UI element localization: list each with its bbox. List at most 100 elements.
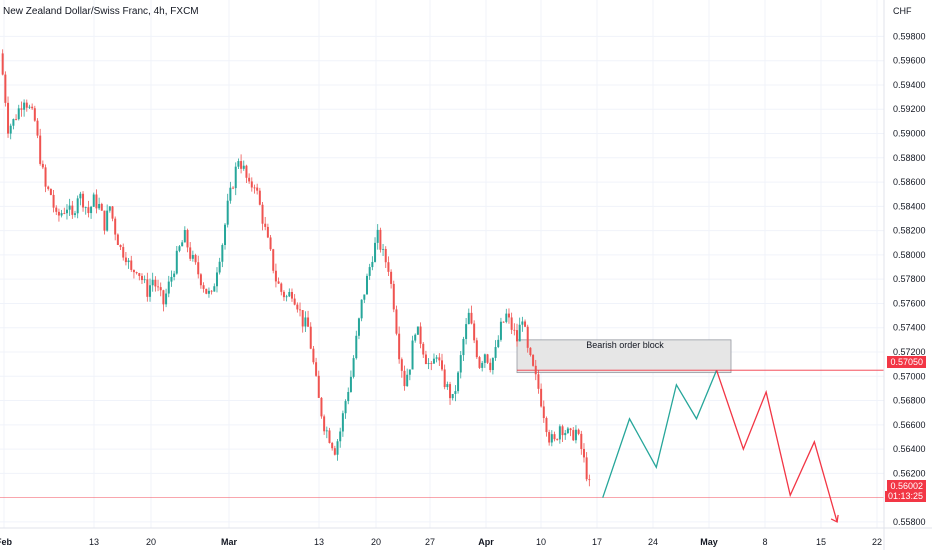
x-tick-label: 24 (648, 537, 658, 547)
candle-body (151, 279, 154, 286)
candle-body (245, 165, 248, 178)
x-tick-label: 17 (592, 537, 602, 547)
candle-body (408, 369, 411, 375)
candle-body (218, 261, 221, 273)
candle-body (194, 255, 197, 263)
candle-body (41, 163, 44, 168)
time-axis[interactable]: Feb 13 20 Mar 13 20 27 Apr 10 17 24 May 8 15 22 (0, 527, 932, 547)
candle-body (521, 321, 524, 325)
candle-body (561, 426, 564, 436)
y-tick-label: 0.55800 (893, 517, 926, 527)
candle-body (540, 388, 543, 407)
candle-body (178, 246, 181, 251)
candle-body (553, 434, 556, 440)
candle-body (502, 321, 505, 323)
candle-body (103, 210, 106, 231)
candle-body (274, 270, 277, 282)
candle-body (363, 294, 366, 300)
order-block-rect (516, 339, 732, 374)
candle-body (207, 290, 210, 294)
candle-body (395, 309, 398, 334)
candle-body (232, 187, 235, 189)
x-tick-label: 13 (89, 537, 99, 547)
candle-body (116, 234, 119, 246)
candle-body (111, 206, 114, 219)
candle-body (344, 401, 347, 414)
y-tick-label: 0.57800 (893, 274, 926, 284)
projection-up-leg (602, 369, 718, 498)
y-tick-label: 0.56200 (893, 468, 926, 478)
candle-body (368, 267, 371, 276)
candle-body (371, 261, 374, 268)
candle-body (349, 376, 352, 392)
candle-body (269, 237, 272, 250)
candle-body (548, 432, 551, 443)
candle-body (4, 74, 7, 103)
candle-body (505, 313, 508, 322)
candle-body (462, 338, 465, 356)
order-block-label: Bearish order block (586, 340, 664, 350)
x-tick-label: 10 (536, 537, 546, 547)
candle-body (60, 213, 63, 216)
candle-body (299, 309, 302, 311)
candle-body (44, 167, 47, 187)
candle-body (414, 334, 417, 341)
candle-body (312, 348, 315, 363)
candle-body (424, 354, 427, 365)
x-tick-label: Mar (221, 537, 238, 547)
candle-body (71, 205, 74, 215)
candle-body (537, 374, 540, 389)
candle-body (234, 166, 237, 189)
candle-body (438, 357, 441, 361)
candle-body (157, 286, 160, 288)
candle-body (108, 206, 111, 211)
candle-body (258, 190, 261, 205)
candle-body (256, 187, 259, 191)
candle-body (564, 432, 567, 436)
candle-body (31, 106, 34, 109)
x-tick-label: 27 (425, 537, 435, 547)
candle-body (165, 293, 168, 305)
y-tick-label: 0.58600 (893, 177, 926, 187)
candle-body (510, 317, 513, 330)
candle-body (242, 165, 245, 169)
candle-body (28, 106, 31, 108)
candle-body (400, 359, 403, 371)
candle-body (197, 262, 200, 275)
candle-body (25, 102, 28, 108)
y-tick-label: 0.57200 (893, 347, 926, 357)
candle-body (173, 273, 176, 277)
candle-body (585, 457, 588, 480)
candle-body (15, 119, 18, 120)
candle-body (285, 296, 288, 298)
candle-body (250, 181, 253, 188)
candle-body (280, 283, 283, 292)
candle-body (87, 207, 90, 214)
candle-body (124, 257, 127, 263)
candle-body (441, 360, 443, 370)
candle-body (7, 102, 10, 134)
candle-body (39, 135, 42, 164)
candle-body (82, 193, 85, 208)
candle-series (1, 49, 591, 487)
current-price-tag: 0.56002 (887, 480, 926, 492)
projection-path (602, 369, 839, 523)
candle-body (355, 335, 358, 359)
x-tick-label: 15 (816, 537, 826, 547)
y-tick-label: 0.59600 (893, 56, 926, 66)
candle-body (341, 413, 344, 432)
candle-body (529, 347, 532, 356)
candle-body (473, 323, 476, 341)
candle-body (154, 279, 157, 287)
candle-body (186, 229, 189, 248)
candle-body (406, 374, 409, 387)
candle-body (446, 384, 449, 388)
candle-body (79, 193, 82, 199)
candle-body (357, 318, 360, 336)
candle-body (491, 357, 494, 371)
candle-body (288, 292, 291, 297)
x-tick-label: 8 (762, 537, 767, 547)
price-axis[interactable]: 0.59800 0.59600 0.59400 0.59200 0.59000 0.588… (883, 0, 926, 550)
candle-body (17, 108, 20, 120)
